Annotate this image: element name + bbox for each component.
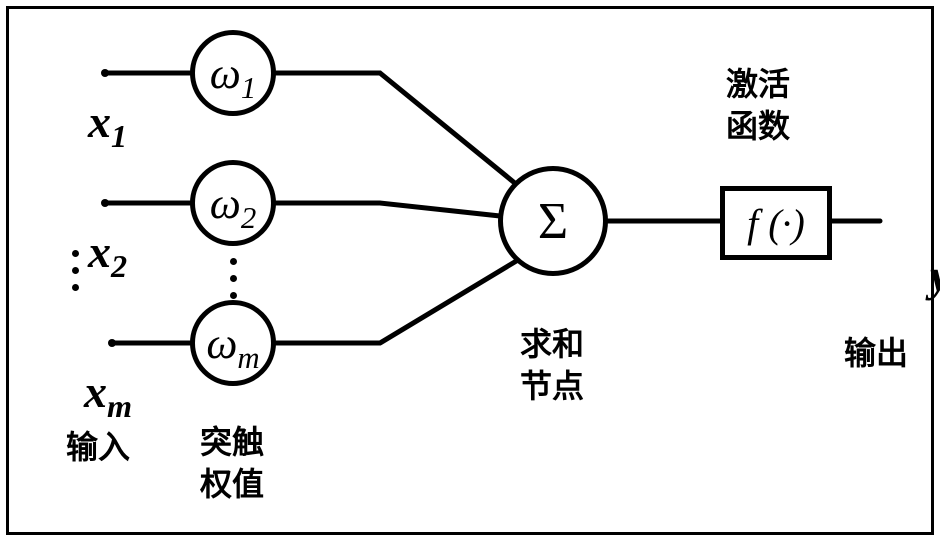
weights-label: 突触 权值	[200, 422, 264, 505]
weight-node-w1: ω1	[190, 30, 276, 116]
input-symbol: x	[88, 96, 111, 147]
input-x2: x2	[42, 172, 127, 331]
activation-symbol: f (·)	[747, 200, 805, 247]
input-vdots	[72, 250, 79, 291]
weight-node-wm: ωm	[190, 300, 276, 386]
input-symbol: x	[88, 226, 111, 277]
sum-symbol: Σ	[538, 192, 568, 251]
diagram-frame	[6, 6, 934, 535]
neuron-diagram: x1 x2 xm ω1 ω2 ωm Σ f (·) y 输入 突触 权值 求和 …	[0, 0, 940, 541]
sum-label: 求和 节点	[520, 324, 584, 407]
weight-sub: 1	[241, 70, 256, 104]
input-sub: 1	[111, 118, 127, 154]
weight-vdots	[230, 258, 237, 299]
weight-symbol: ω	[210, 179, 241, 228]
activation-label: 激活 函数	[726, 64, 790, 147]
output-symbol: y	[930, 250, 940, 301]
weight-node-w2: ω2	[190, 160, 276, 246]
inputs-label: 输入	[66, 422, 130, 468]
input-sub: 2	[111, 248, 127, 284]
output-label: 输出	[844, 328, 908, 374]
sum-node: Σ	[498, 166, 608, 276]
activation-box: f (·)	[720, 186, 832, 260]
input-sub: m	[107, 388, 132, 424]
weight-sub: m	[237, 340, 259, 374]
weight-sub: 2	[241, 200, 256, 234]
input-symbol: x	[84, 366, 107, 417]
weight-symbol: ω	[206, 319, 237, 368]
weight-symbol: ω	[210, 49, 241, 98]
